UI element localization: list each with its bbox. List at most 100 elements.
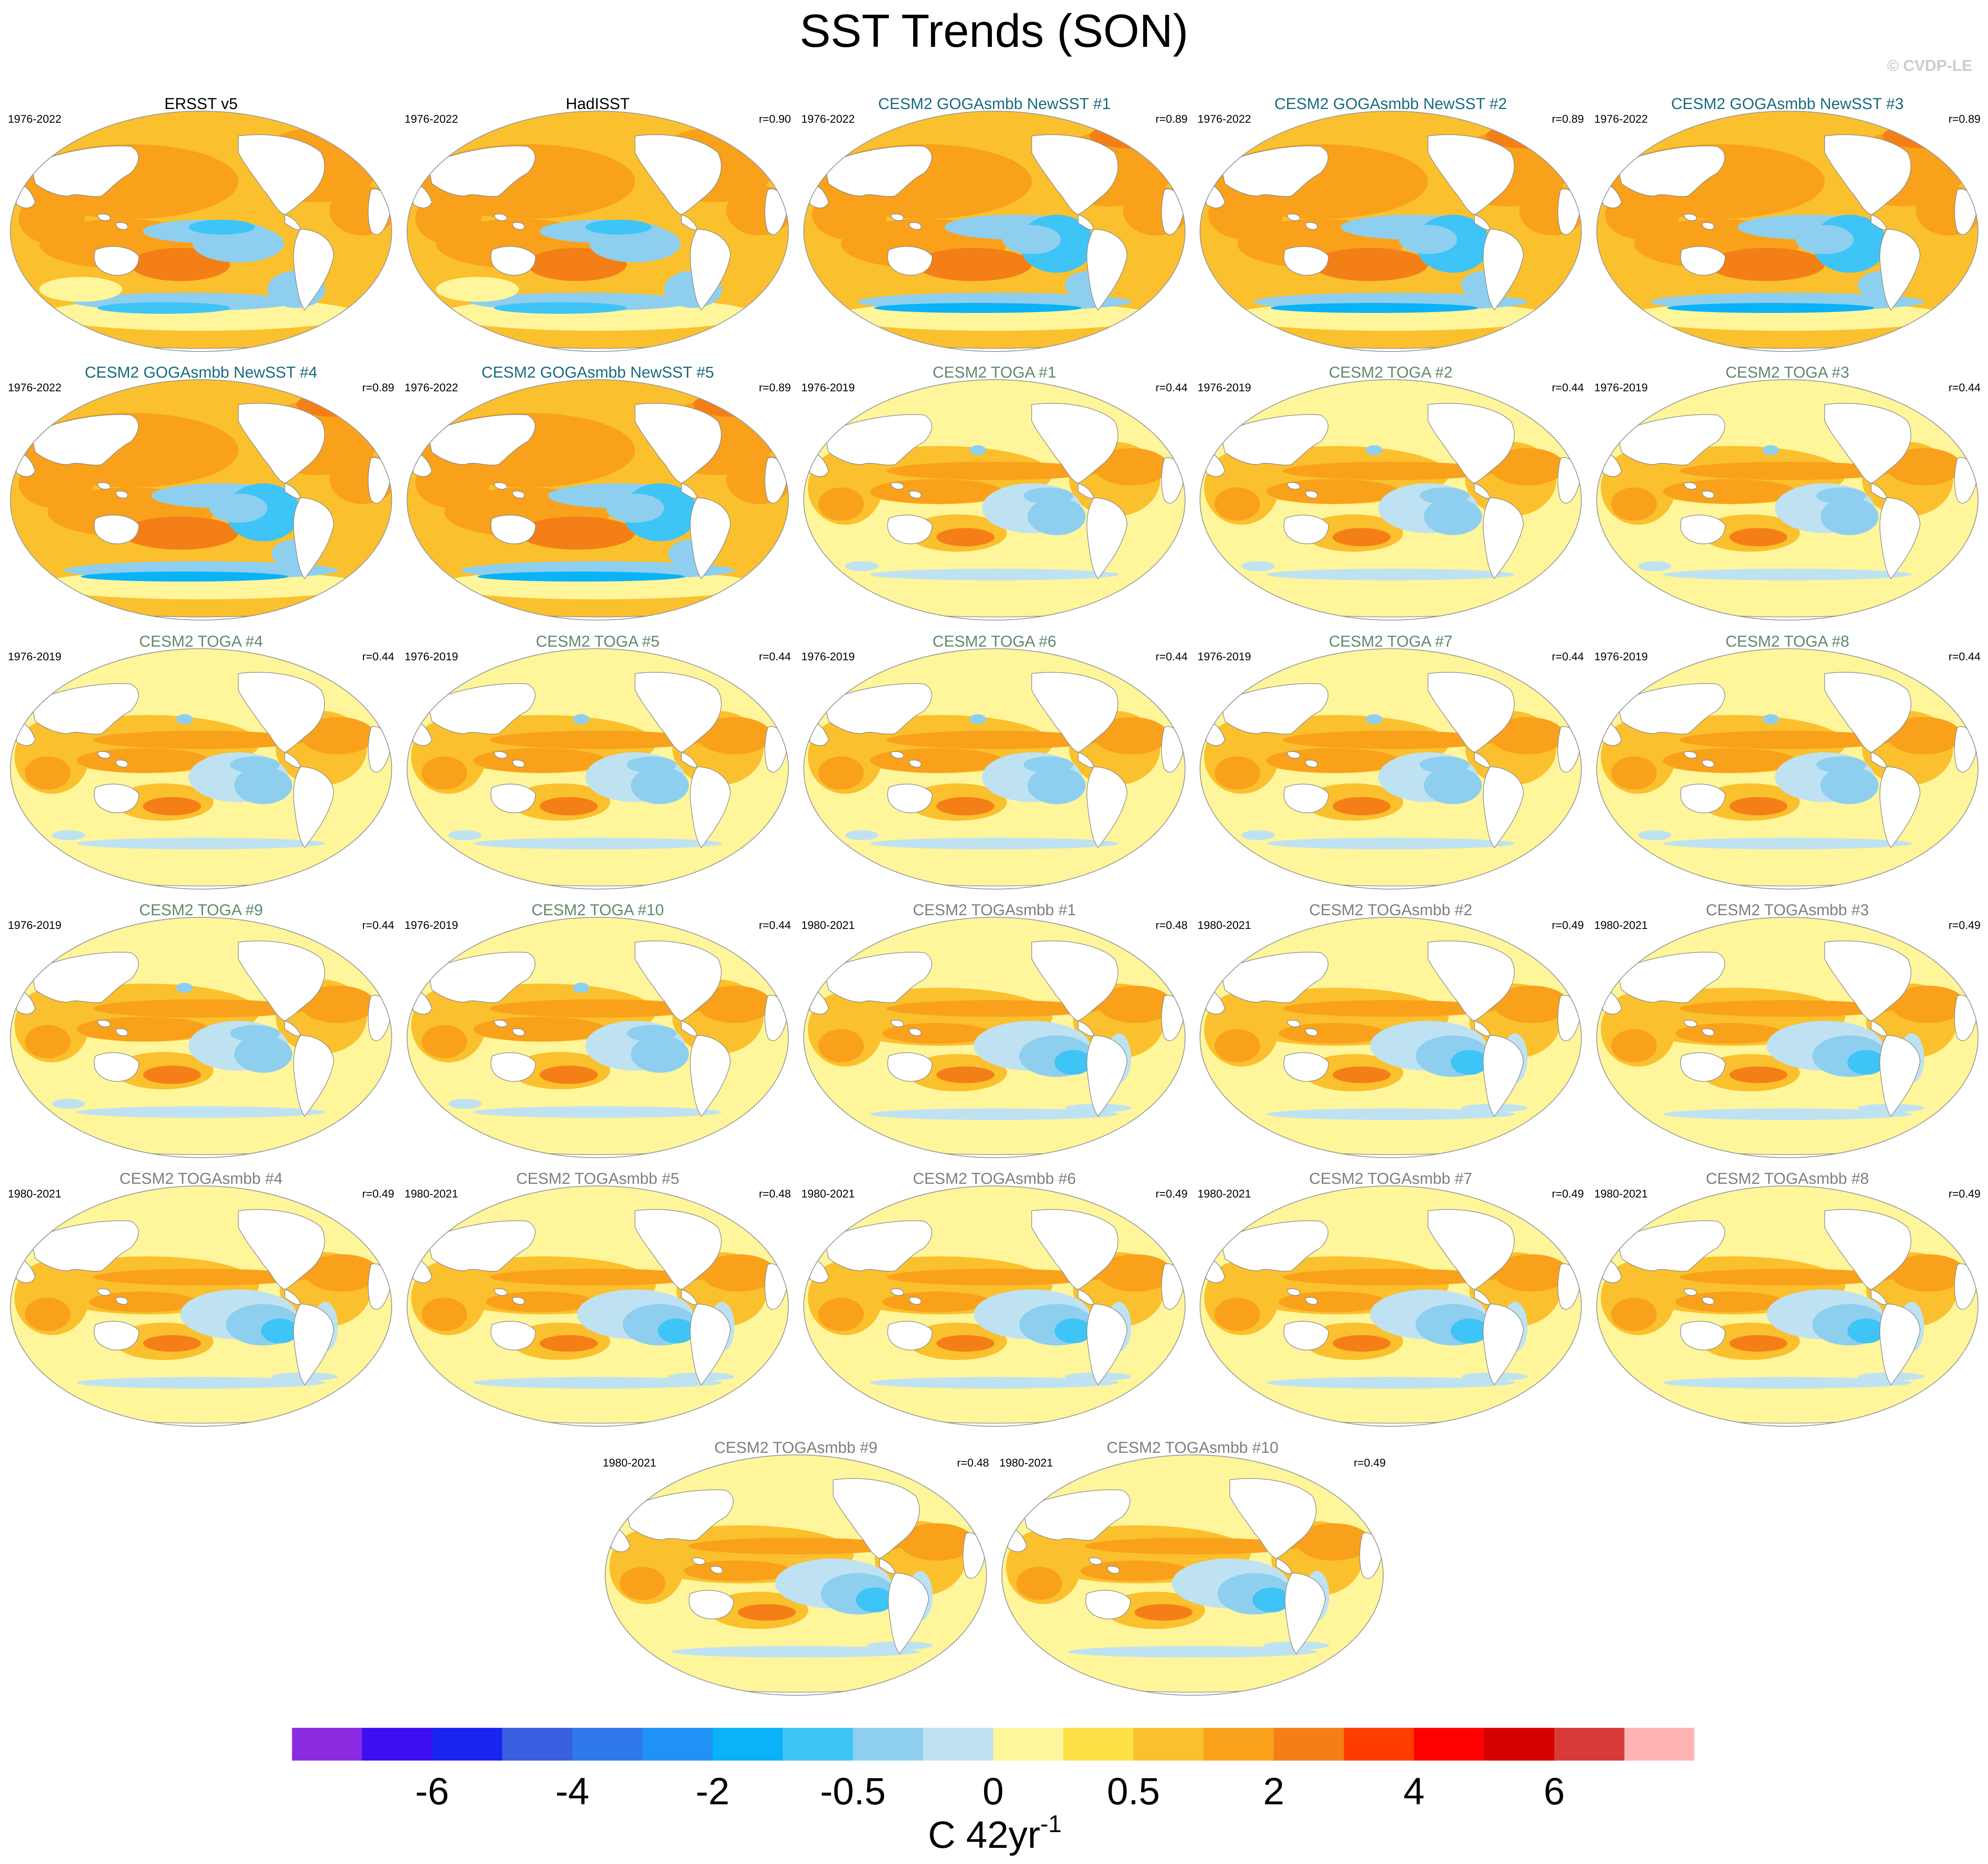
map-panel: CESM2 TOGA #7 1976-2019 r=0.44 [1196, 633, 1586, 898]
panel-correlation: r=0.49 [1353, 1457, 1386, 1469]
land-mass [1483, 1304, 1524, 1386]
trend-region [176, 714, 193, 724]
trend-region [1094, 717, 1169, 754]
colorbar-swatch [783, 1728, 853, 1761]
units-text: C 42yr [928, 1814, 1040, 1856]
trend-region [1611, 1029, 1657, 1062]
land-mass [1519, 660, 1545, 678]
trend-region [1266, 479, 1399, 504]
land-mass [909, 1297, 921, 1305]
land-mass [1305, 760, 1318, 768]
panel-title: CESM2 GOGAsmbb NewSST #3 [1671, 95, 1904, 113]
map-panel: CESM2 TOGA #3 1976-2019 r=0.44 [1593, 364, 1982, 629]
panel-title: CESM2 GOGAsmbb NewSST #2 [1274, 95, 1507, 113]
map-border [10, 111, 392, 352]
trend-region [1283, 731, 1498, 749]
panel-correlation: r=0.49 [362, 1188, 394, 1200]
trend-region [1283, 462, 1498, 480]
trend-region [1680, 462, 1895, 480]
panel-years: 1980-2021 [999, 1457, 1053, 1469]
trend-region [916, 248, 1032, 281]
trend-region [970, 714, 986, 724]
land-mass [1702, 1028, 1714, 1036]
panel-title: CESM2 GOGAsmbb NewSST #1 [878, 95, 1111, 113]
land-mass [1031, 672, 1118, 753]
map-border [407, 111, 789, 352]
land-mass [427, 1220, 536, 1272]
land-mass [97, 213, 111, 221]
trend-region [1638, 830, 1671, 840]
land-mass [1086, 766, 1127, 848]
trend-region [1663, 1108, 1912, 1120]
land-mass [1220, 952, 1329, 1003]
trend-region [1611, 487, 1657, 521]
trend-region [52, 830, 85, 840]
trend-region [25, 1298, 70, 1331]
trend-region [1055, 1050, 1092, 1075]
map-border [407, 379, 789, 621]
land-mass [1220, 1220, 1329, 1272]
map-panel: CESM2 GOGAsmbb NewSST #1 1976-2022 r=0.89 [800, 95, 1189, 361]
land-mass [824, 683, 932, 734]
trend-region [658, 1319, 695, 1343]
map-border [803, 917, 1186, 1158]
map-border [407, 917, 789, 1158]
trend-region [870, 569, 1119, 580]
trend-region [301, 986, 375, 1023]
panel-title: CESM2 TOGA #1 [932, 364, 1057, 381]
land-mass [726, 123, 752, 140]
land-mass [1915, 1197, 1942, 1215]
land-mass [1683, 213, 1697, 221]
colorbar-tick-label: 4 [1404, 1770, 1425, 1813]
trend-region [1135, 1604, 1193, 1621]
land-mass [1915, 929, 1942, 946]
trend-region [887, 1269, 1102, 1285]
map-border [1200, 917, 1582, 1158]
panel-years: 1980-2021 [8, 1188, 62, 1200]
trend-region [1055, 1319, 1092, 1343]
land-mass [1483, 1035, 1524, 1117]
trend-region [1680, 1000, 1895, 1017]
trend-region [1333, 528, 1391, 546]
trend-region [1366, 714, 1382, 724]
land-mass [494, 1020, 507, 1028]
colorbar-swatch [362, 1728, 432, 1761]
trend-region [1821, 767, 1879, 804]
trend-region [1098, 986, 1173, 1023]
land-mass [924, 1466, 950, 1484]
map-border [1596, 1185, 1978, 1427]
panel-years: 1976-2022 [8, 113, 62, 125]
land-mass [1122, 1197, 1149, 1215]
trend-region [870, 838, 1119, 849]
land-mass [238, 672, 325, 753]
panel-correlation: r=0.89 [362, 381, 394, 394]
land-mass [635, 672, 722, 753]
land-mass [329, 929, 356, 946]
panel-years: 1976-2019 [8, 919, 62, 931]
land-mass [1287, 751, 1300, 759]
panel-title: CESM2 TOGA #8 [1725, 633, 1850, 650]
panel-years: 1976-2022 [801, 113, 855, 125]
land-mass [690, 229, 731, 311]
land-mass [1879, 1304, 1920, 1386]
panel-title: CESM2 TOGA #3 [1725, 364, 1850, 381]
trend-region [1215, 1029, 1260, 1062]
colorbar-swatch [292, 1728, 362, 1761]
map-panel: CESM2 TOGA #10 1976-2019 r=0.44 [403, 902, 793, 1167]
trend-region [882, 1023, 990, 1044]
land-mass [890, 213, 904, 221]
colorbar-tick-label: -0.5 [820, 1770, 886, 1813]
map-panel: CESM2 TOGAsmbb #3 1980-2021 r=0.49 [1593, 902, 1982, 1167]
trend-region [1296, 1523, 1371, 1561]
trend-region [1420, 756, 1469, 773]
land-mass [1305, 1028, 1318, 1036]
land-mass [1617, 414, 1725, 465]
land-mass [115, 1297, 128, 1305]
trend-region [1729, 1067, 1787, 1083]
trend-region [936, 1067, 994, 1083]
map-border [605, 1454, 987, 1696]
trend-region [887, 731, 1102, 749]
trend-region [230, 756, 280, 773]
land-mass [887, 1052, 933, 1082]
land-mass [1086, 1035, 1127, 1117]
